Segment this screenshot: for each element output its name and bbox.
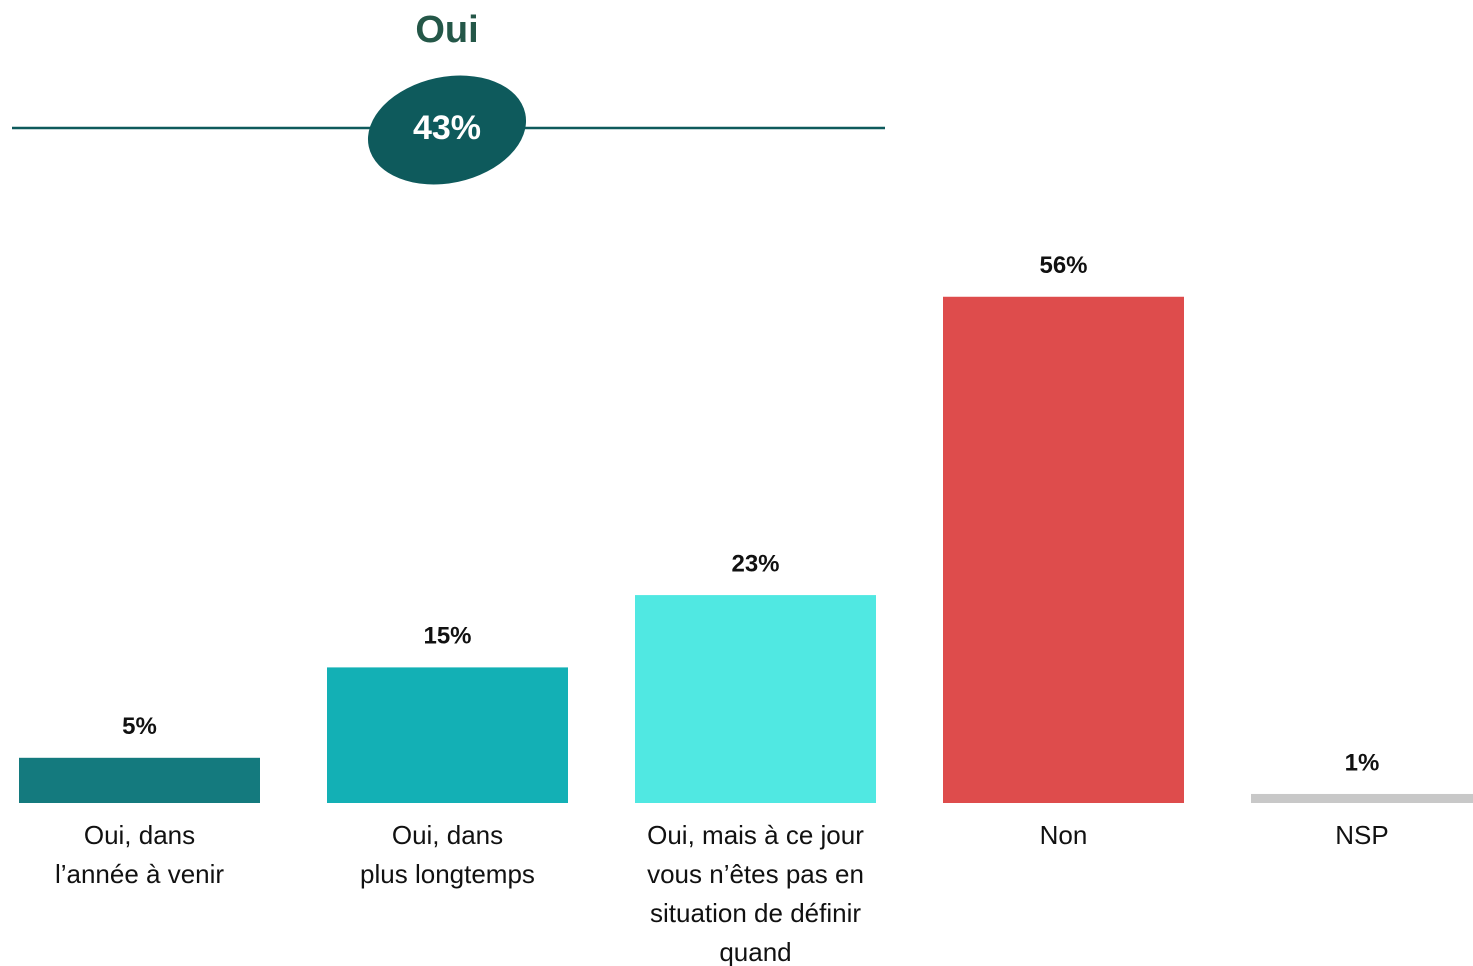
x-tick-label: Non <box>1039 820 1088 850</box>
x-tick-label: Oui, dans l’année à venir <box>54 820 225 889</box>
x-tick-label: NSP <box>1335 820 1389 850</box>
bar <box>19 757 260 803</box>
group-value: 43% <box>413 109 481 147</box>
value-label: 23% <box>731 550 779 577</box>
bar <box>943 296 1184 803</box>
x-tick-label: Oui, dans plus longtemps <box>360 820 535 889</box>
value-label: 56% <box>1039 252 1087 279</box>
group-badge <box>367 75 527 185</box>
bar <box>327 667 568 803</box>
bar <box>1251 793 1473 803</box>
value-label: 1% <box>1345 749 1380 776</box>
x-tick-label: Oui, mais à ce jour vous n’êtes pas en s… <box>647 820 864 966</box>
bar <box>635 595 876 803</box>
value-label: 15% <box>423 623 471 650</box>
value-label: 5% <box>122 713 157 740</box>
group-label: Oui <box>415 9 478 51</box>
